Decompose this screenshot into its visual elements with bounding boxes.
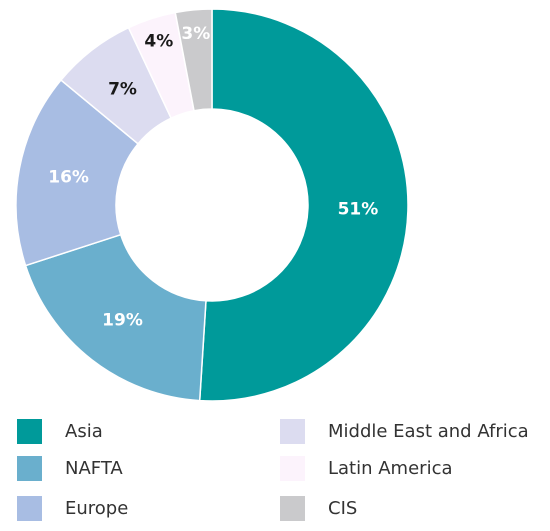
slice-label-cis: 3% [181,24,210,44]
slice-asia [198,8,409,402]
donut-slices [15,8,409,402]
slice-europe [15,79,140,267]
slice-nafta [24,233,207,402]
slice-label-latin-america: 4% [144,31,173,51]
slice-label-europe: 16% [48,168,89,188]
donut-slice-labels: 51% 19% 16% 7% 4% 3% [48,24,378,331]
slice-label-asia: 51% [338,200,379,220]
slice-label-nafta: 19% [102,310,143,330]
slice-label-middle-east-and-africa: 7% [108,80,137,100]
slice-cis [174,8,213,112]
